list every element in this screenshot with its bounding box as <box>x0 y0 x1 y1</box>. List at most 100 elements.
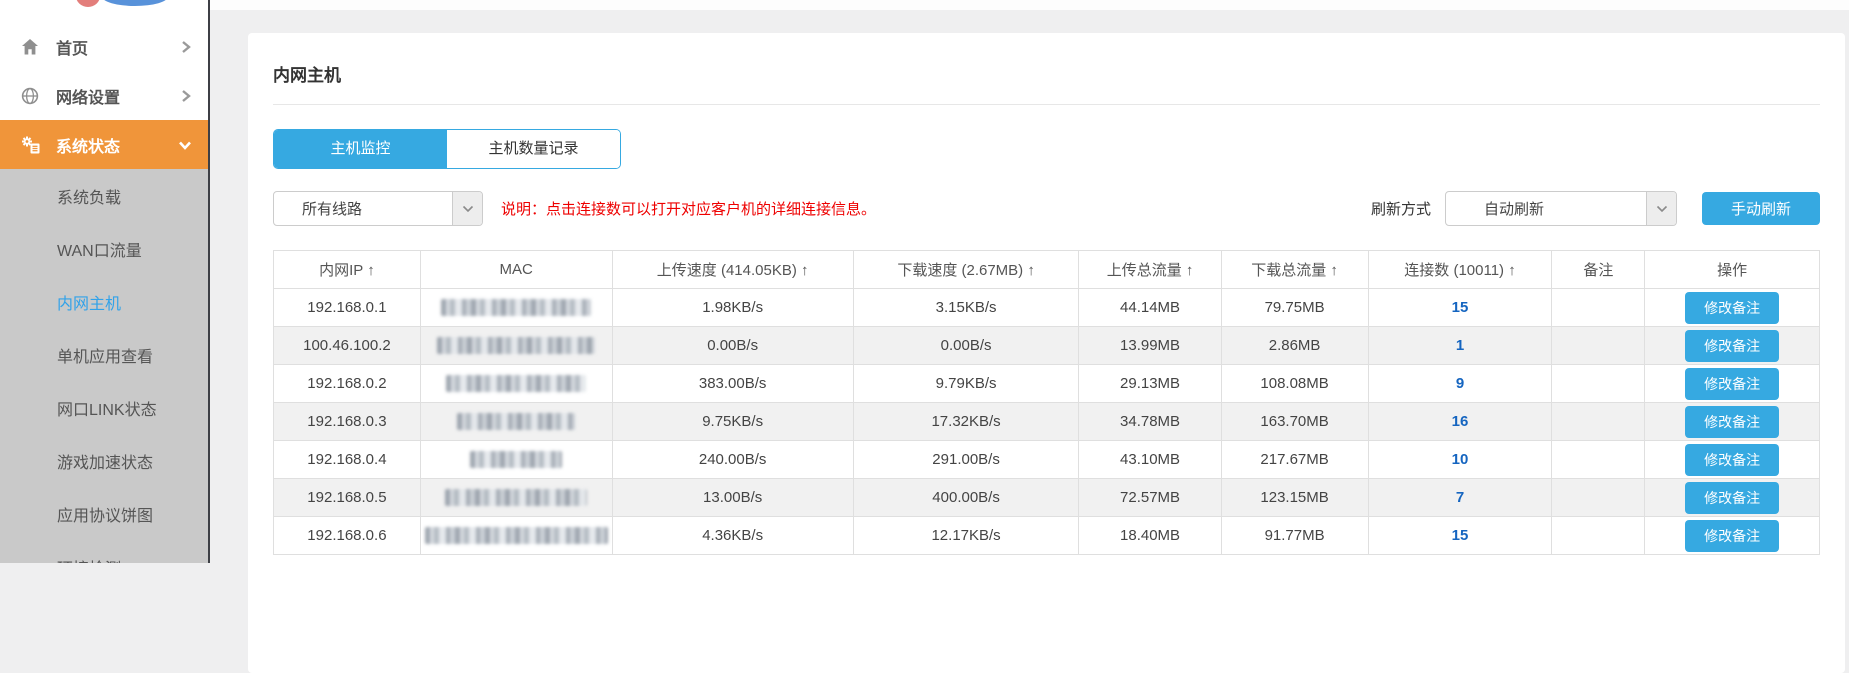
chevron-right-icon <box>180 40 192 54</box>
cell-upload-speed: 13.00B/s <box>611 478 854 517</box>
sidebar-item-label: 系统状态 <box>56 138 121 156</box>
gears-icon <box>20 135 42 155</box>
mac-redacted-blur <box>441 299 592 316</box>
sidebar: 首页 网络设置 <box>0 0 210 563</box>
sidebar-subitem[interactable]: 环接检测 <box>0 540 208 564</box>
cell-mac <box>419 402 613 441</box>
edit-remark-button[interactable]: 修改备注 <box>1685 329 1780 362</box>
connections-link[interactable]: 16 <box>1451 413 1469 430</box>
cell-remark <box>1551 516 1646 555</box>
edit-remark-button[interactable]: 修改备注 <box>1685 405 1780 438</box>
table-header-cell[interactable]: 下载总流量 ↑ <box>1220 250 1369 289</box>
cell-actions: 修改备注 <box>1644 326 1820 365</box>
cell-download-speed: 17.32KB/s <box>852 402 1080 441</box>
table-header-cell[interactable]: 内网IP ↑ <box>273 250 421 289</box>
table-header-cell[interactable]: 上传速度 (414.05KB) ↑ <box>611 250 854 289</box>
cell-download-speed: 400.00B/s <box>852 478 1080 517</box>
sidebar-subitem[interactable]: 单机应用查看 <box>0 328 208 381</box>
cell-intranet-ip: 192.168.0.2 <box>273 364 421 403</box>
sidebar-item-network-settings[interactable]: 网络设置 <box>0 71 208 120</box>
sidebar-subitem-label: 单机应用查看 <box>57 348 154 366</box>
table-row: 192.168.0.4 240.00B/s 291.00B/s 43.10MB … <box>273 440 1820 479</box>
connections-link[interactable]: 9 <box>1455 375 1465 392</box>
chevron-down-icon <box>178 139 192 151</box>
cell-upload-total: 13.99MB <box>1078 326 1222 365</box>
toolbar: 所有线路 说明：点击连接数可以打开对应客户机的详细连接信息。 刷新方式 自动刷新… <box>273 191 1820 226</box>
table-header-cell[interactable]: 操作 <box>1644 250 1820 289</box>
edit-remark-button[interactable]: 修改备注 <box>1685 443 1780 476</box>
sidebar-item-system-status[interactable]: 系统状态 <box>0 120 208 169</box>
chevron-down-icon <box>452 192 482 225</box>
sidebar-subitem-label: WAN口流量 <box>57 242 142 260</box>
logo-red-shape <box>76 0 100 7</box>
top-strip <box>0 0 1849 10</box>
table-row: 192.168.0.6 4.36KB/s 12.17KB/s 18.40MB 9… <box>273 516 1820 555</box>
tab[interactable]: 主机数量记录 <box>447 130 620 168</box>
cell-intranet-ip: 100.46.100.2 <box>273 326 421 365</box>
cell-download-total: 108.08MB <box>1220 364 1369 403</box>
connections-link[interactable]: 1 <box>1455 337 1465 354</box>
table-header-cell[interactable]: 下载速度 (2.67MB) ↑ <box>852 250 1080 289</box>
cell-download-total: 79.75MB <box>1220 288 1369 327</box>
edit-remark-button[interactable]: 修改备注 <box>1685 481 1780 514</box>
cell-intranet-ip: 192.168.0.1 <box>273 288 421 327</box>
cell-remark <box>1551 402 1646 441</box>
cell-upload-speed: 4.36KB/s <box>611 516 854 555</box>
cell-connections: 7 <box>1367 478 1553 517</box>
sidebar-nav: 首页 网络设置 <box>0 12 208 169</box>
cell-mac <box>419 364 613 403</box>
sidebar-subitem-label: 应用协议饼图 <box>57 507 154 525</box>
sidebar-subitem-label: 环接检测 <box>57 555 121 564</box>
cell-download-total: 91.77MB <box>1220 516 1369 555</box>
logo-partial <box>0 0 208 12</box>
line-filter-select[interactable]: 所有线路 <box>273 191 483 226</box>
mac-redacted-blur <box>446 375 587 392</box>
connections-link[interactable]: 15 <box>1451 299 1469 316</box>
cell-download-total: 163.70MB <box>1220 402 1369 441</box>
connections-link[interactable]: 10 <box>1451 451 1469 468</box>
cell-mac <box>419 326 613 365</box>
sidebar-subitem-label: 网口LINK状态 <box>57 401 157 419</box>
sidebar-subitem[interactable]: 内网主机 <box>0 275 208 328</box>
cell-download-speed: 3.15KB/s <box>852 288 1080 327</box>
manual-refresh-button[interactable]: 手动刷新 <box>1702 192 1820 225</box>
table-header-cell[interactable]: 上传总流量 ↑ <box>1078 250 1222 289</box>
cell-intranet-ip: 192.168.0.3 <box>273 402 421 441</box>
sidebar-item-home[interactable]: 首页 <box>0 22 208 71</box>
cell-intranet-ip: 192.168.0.5 <box>273 478 421 517</box>
table-row: 192.168.0.1 1.98KB/s 3.15KB/s 44.14MB 79… <box>273 288 1820 327</box>
cell-actions: 修改备注 <box>1644 288 1820 327</box>
cell-remark <box>1551 440 1646 479</box>
edit-remark-button[interactable]: 修改备注 <box>1685 519 1780 552</box>
connections-link[interactable]: 7 <box>1455 489 1465 506</box>
table-row: 192.168.0.2 383.00B/s 9.79KB/s 29.13MB 1… <box>273 364 1820 403</box>
cell-remark <box>1551 364 1646 403</box>
cell-actions: 修改备注 <box>1644 402 1820 441</box>
table-header-cell[interactable]: MAC <box>419 250 613 289</box>
sidebar-subitem[interactable]: 系统负载 <box>0 169 208 222</box>
mac-redacted-blur <box>470 451 563 468</box>
cell-actions: 修改备注 <box>1644 478 1820 517</box>
cell-remark <box>1551 478 1646 517</box>
table-header-cell[interactable]: 备注 <box>1551 250 1646 289</box>
sidebar-subitem[interactable]: 网口LINK状态 <box>0 381 208 434</box>
connections-link[interactable]: 15 <box>1451 527 1469 544</box>
edit-remark-button[interactable]: 修改备注 <box>1685 367 1780 400</box>
sidebar-subitem[interactable]: 游戏加速状态 <box>0 434 208 487</box>
cell-remark <box>1551 326 1646 365</box>
sidebar-subitem[interactable]: WAN口流量 <box>0 222 208 275</box>
chevron-right-icon <box>180 89 192 103</box>
cell-intranet-ip: 192.168.0.6 <box>273 516 421 555</box>
table-header-cell[interactable]: 连接数 (10011) ↑ <box>1367 250 1553 289</box>
refresh-mode-select[interactable]: 自动刷新 <box>1445 191 1677 226</box>
cell-mac <box>419 440 613 479</box>
edit-remark-button[interactable]: 修改备注 <box>1685 291 1780 324</box>
sidebar-subitem[interactable]: 应用协议饼图 <box>0 487 208 540</box>
cell-actions: 修改备注 <box>1644 364 1820 403</box>
cell-upload-total: 44.14MB <box>1078 288 1222 327</box>
sidebar-item-label: 网络设置 <box>56 89 121 107</box>
tab[interactable]: 主机监控 <box>274 130 447 168</box>
content-card: 内网主机 主机监控 主机数量记录 所有线路 说明：点击连接数可以打开对应客户机的… <box>248 33 1845 673</box>
cell-upload-total: 34.78MB <box>1078 402 1222 441</box>
mac-redacted-blur <box>457 413 576 430</box>
